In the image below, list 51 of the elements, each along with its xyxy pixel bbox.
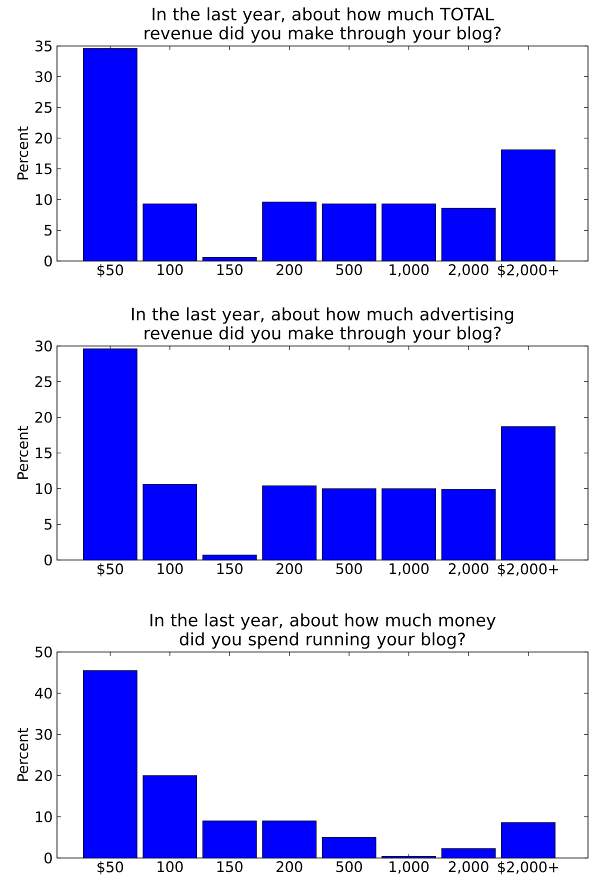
x-tick-label: 200 xyxy=(276,563,302,574)
x-tick-label: 2,000 xyxy=(449,861,489,874)
y-tick-label: 0 xyxy=(44,554,52,566)
y-tick-label: 10 xyxy=(36,811,52,822)
x-tick-label: 200 xyxy=(276,264,302,276)
y-tick-label: 10 xyxy=(36,483,52,494)
x-tick-label: $2,000+ xyxy=(498,563,558,576)
x-tick-label: 150 xyxy=(218,264,243,276)
y-tick-label: 25 xyxy=(36,376,52,388)
x-tick-label: 100 xyxy=(158,563,184,574)
y-tick-label: 20 xyxy=(36,770,52,782)
y-tick-label: 35 xyxy=(36,40,52,52)
y-tick-label: 5 xyxy=(44,224,52,236)
y-axis-title: Percent xyxy=(18,426,28,479)
y-tick-label: 25 xyxy=(36,102,52,113)
x-tick-label: $50 xyxy=(98,861,124,874)
chart-title: In the last year, about how much TOTAL revenue did you make through your blog? xyxy=(145,7,501,43)
y-tick-label: 50 xyxy=(36,646,52,658)
x-tick-label: 1,000 xyxy=(390,264,429,277)
x-tick-label: $50 xyxy=(98,264,124,278)
x-tick-label: 500 xyxy=(336,264,362,276)
chart-title: In the last year, about how much money did you spend running your blog? xyxy=(150,613,496,649)
x-tick-label: 1,000 xyxy=(390,861,429,874)
y-tick-label: 20 xyxy=(36,412,52,423)
x-tick-label: $2,000+ xyxy=(498,264,558,278)
x-tick-label: 500 xyxy=(336,861,362,872)
y-tick-label: 0 xyxy=(44,852,52,864)
y-tick-label: 30 xyxy=(36,728,52,740)
x-tick-label: 150 xyxy=(218,563,243,574)
y-tick-label: 40 xyxy=(35,688,52,699)
y-axis-title: Percent xyxy=(18,126,28,180)
x-tick-label: $50 xyxy=(98,563,124,576)
x-tick-label: 150 xyxy=(218,861,243,872)
y-tick-label: 10 xyxy=(36,194,52,206)
x-tick-label: 200 xyxy=(276,861,302,872)
x-tick-label: 2,000 xyxy=(449,563,489,576)
x-tick-label: 100 xyxy=(158,264,184,276)
y-tick-label: 20 xyxy=(36,132,52,144)
y-tick-label: 0 xyxy=(44,255,52,266)
x-tick-label: 2,000 xyxy=(449,264,489,277)
y-tick-label: 15 xyxy=(36,163,52,174)
x-tick-label: 1,000 xyxy=(390,563,429,576)
y-tick-label: 5 xyxy=(44,518,52,530)
y-tick-label: 30 xyxy=(36,71,52,82)
x-tick-label: 500 xyxy=(336,563,362,574)
x-tick-label: 100 xyxy=(158,861,184,872)
y-axis-title: Percent xyxy=(18,728,28,781)
x-tick-label: $2,000+ xyxy=(498,861,558,874)
y-tick-label: 30 xyxy=(36,340,52,352)
y-tick-label: 15 xyxy=(36,448,52,458)
chart-title: In the last year, about how much advertising revenue did you make through your blog? xyxy=(132,307,514,343)
